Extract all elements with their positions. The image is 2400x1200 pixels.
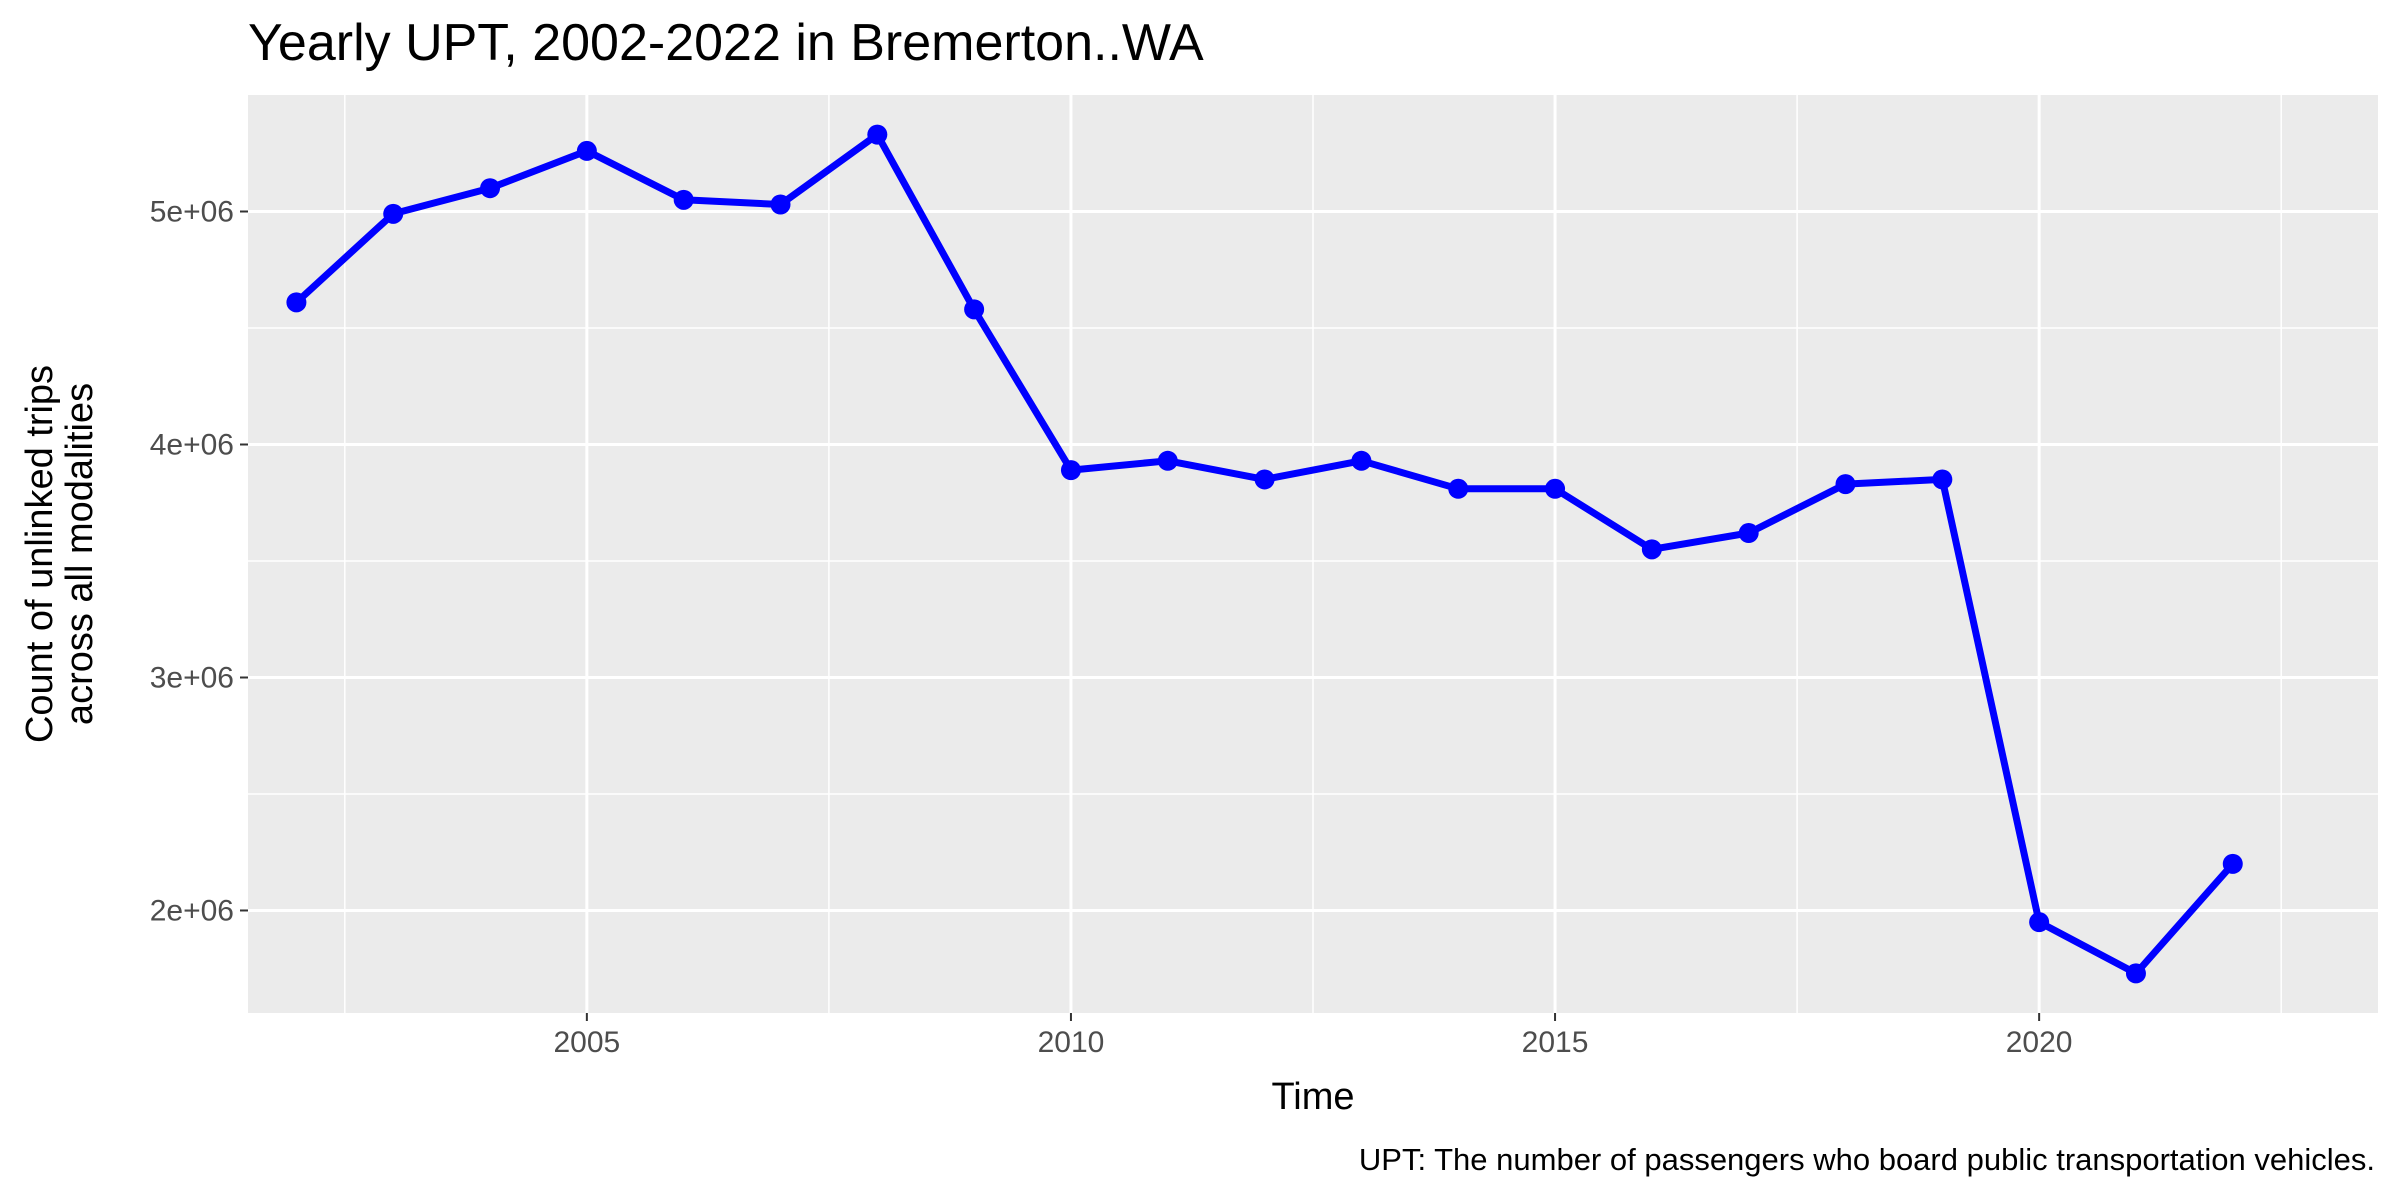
y-tick-label: 3e+06	[150, 661, 234, 694]
data-point	[1060, 460, 1081, 481]
y-axis-title: Count of unlinked trips across all modal…	[19, 365, 101, 743]
y-axis-title-line-2: across all modalities	[59, 383, 101, 725]
data-point	[1157, 450, 1178, 471]
x-tick-label: 2020	[2006, 1026, 2073, 1059]
data-point	[1835, 474, 1856, 495]
data-point	[1448, 478, 1469, 499]
data-point	[1738, 523, 1759, 544]
axis-ticks: 2e+06 3e+06 4e+06 5e+06 2005 2010 2015 2020	[150, 195, 2073, 1059]
data-point	[2125, 963, 2146, 984]
y-tick-label: 5e+06	[150, 195, 234, 228]
y-tick-label: 4e+06	[150, 428, 234, 461]
x-tick-label: 2005	[553, 1026, 620, 1059]
data-point	[480, 178, 501, 199]
data-point	[964, 299, 985, 320]
gridlines	[248, 95, 2378, 1013]
data-point	[673, 189, 694, 210]
data-point	[2222, 853, 2243, 874]
y-axis-title-line-1: Count of unlinked trips	[19, 365, 61, 743]
data-point	[1254, 469, 1275, 490]
chart-title: Yearly UPT, 2002-2022 in Bremerton..WA	[248, 14, 1204, 72]
data-point	[1545, 478, 1566, 499]
y-tick-label: 2e+06	[150, 894, 234, 927]
x-tick-label: 2015	[1522, 1026, 1589, 1059]
x-tick-label: 2010	[1038, 1026, 1105, 1059]
data-point	[2029, 912, 2050, 933]
data-point	[383, 203, 404, 224]
data-point	[867, 124, 888, 145]
data-point	[770, 194, 791, 215]
data-point	[576, 140, 597, 161]
data-point	[1641, 539, 1662, 560]
data-point	[1932, 469, 1953, 490]
x-axis-title: Time	[1271, 1076, 1354, 1118]
series-layer	[286, 124, 2243, 984]
chart-caption: UPT: The number of passengers who board …	[1359, 1142, 2375, 1177]
data-point	[1351, 450, 1372, 471]
data-point	[286, 292, 307, 313]
